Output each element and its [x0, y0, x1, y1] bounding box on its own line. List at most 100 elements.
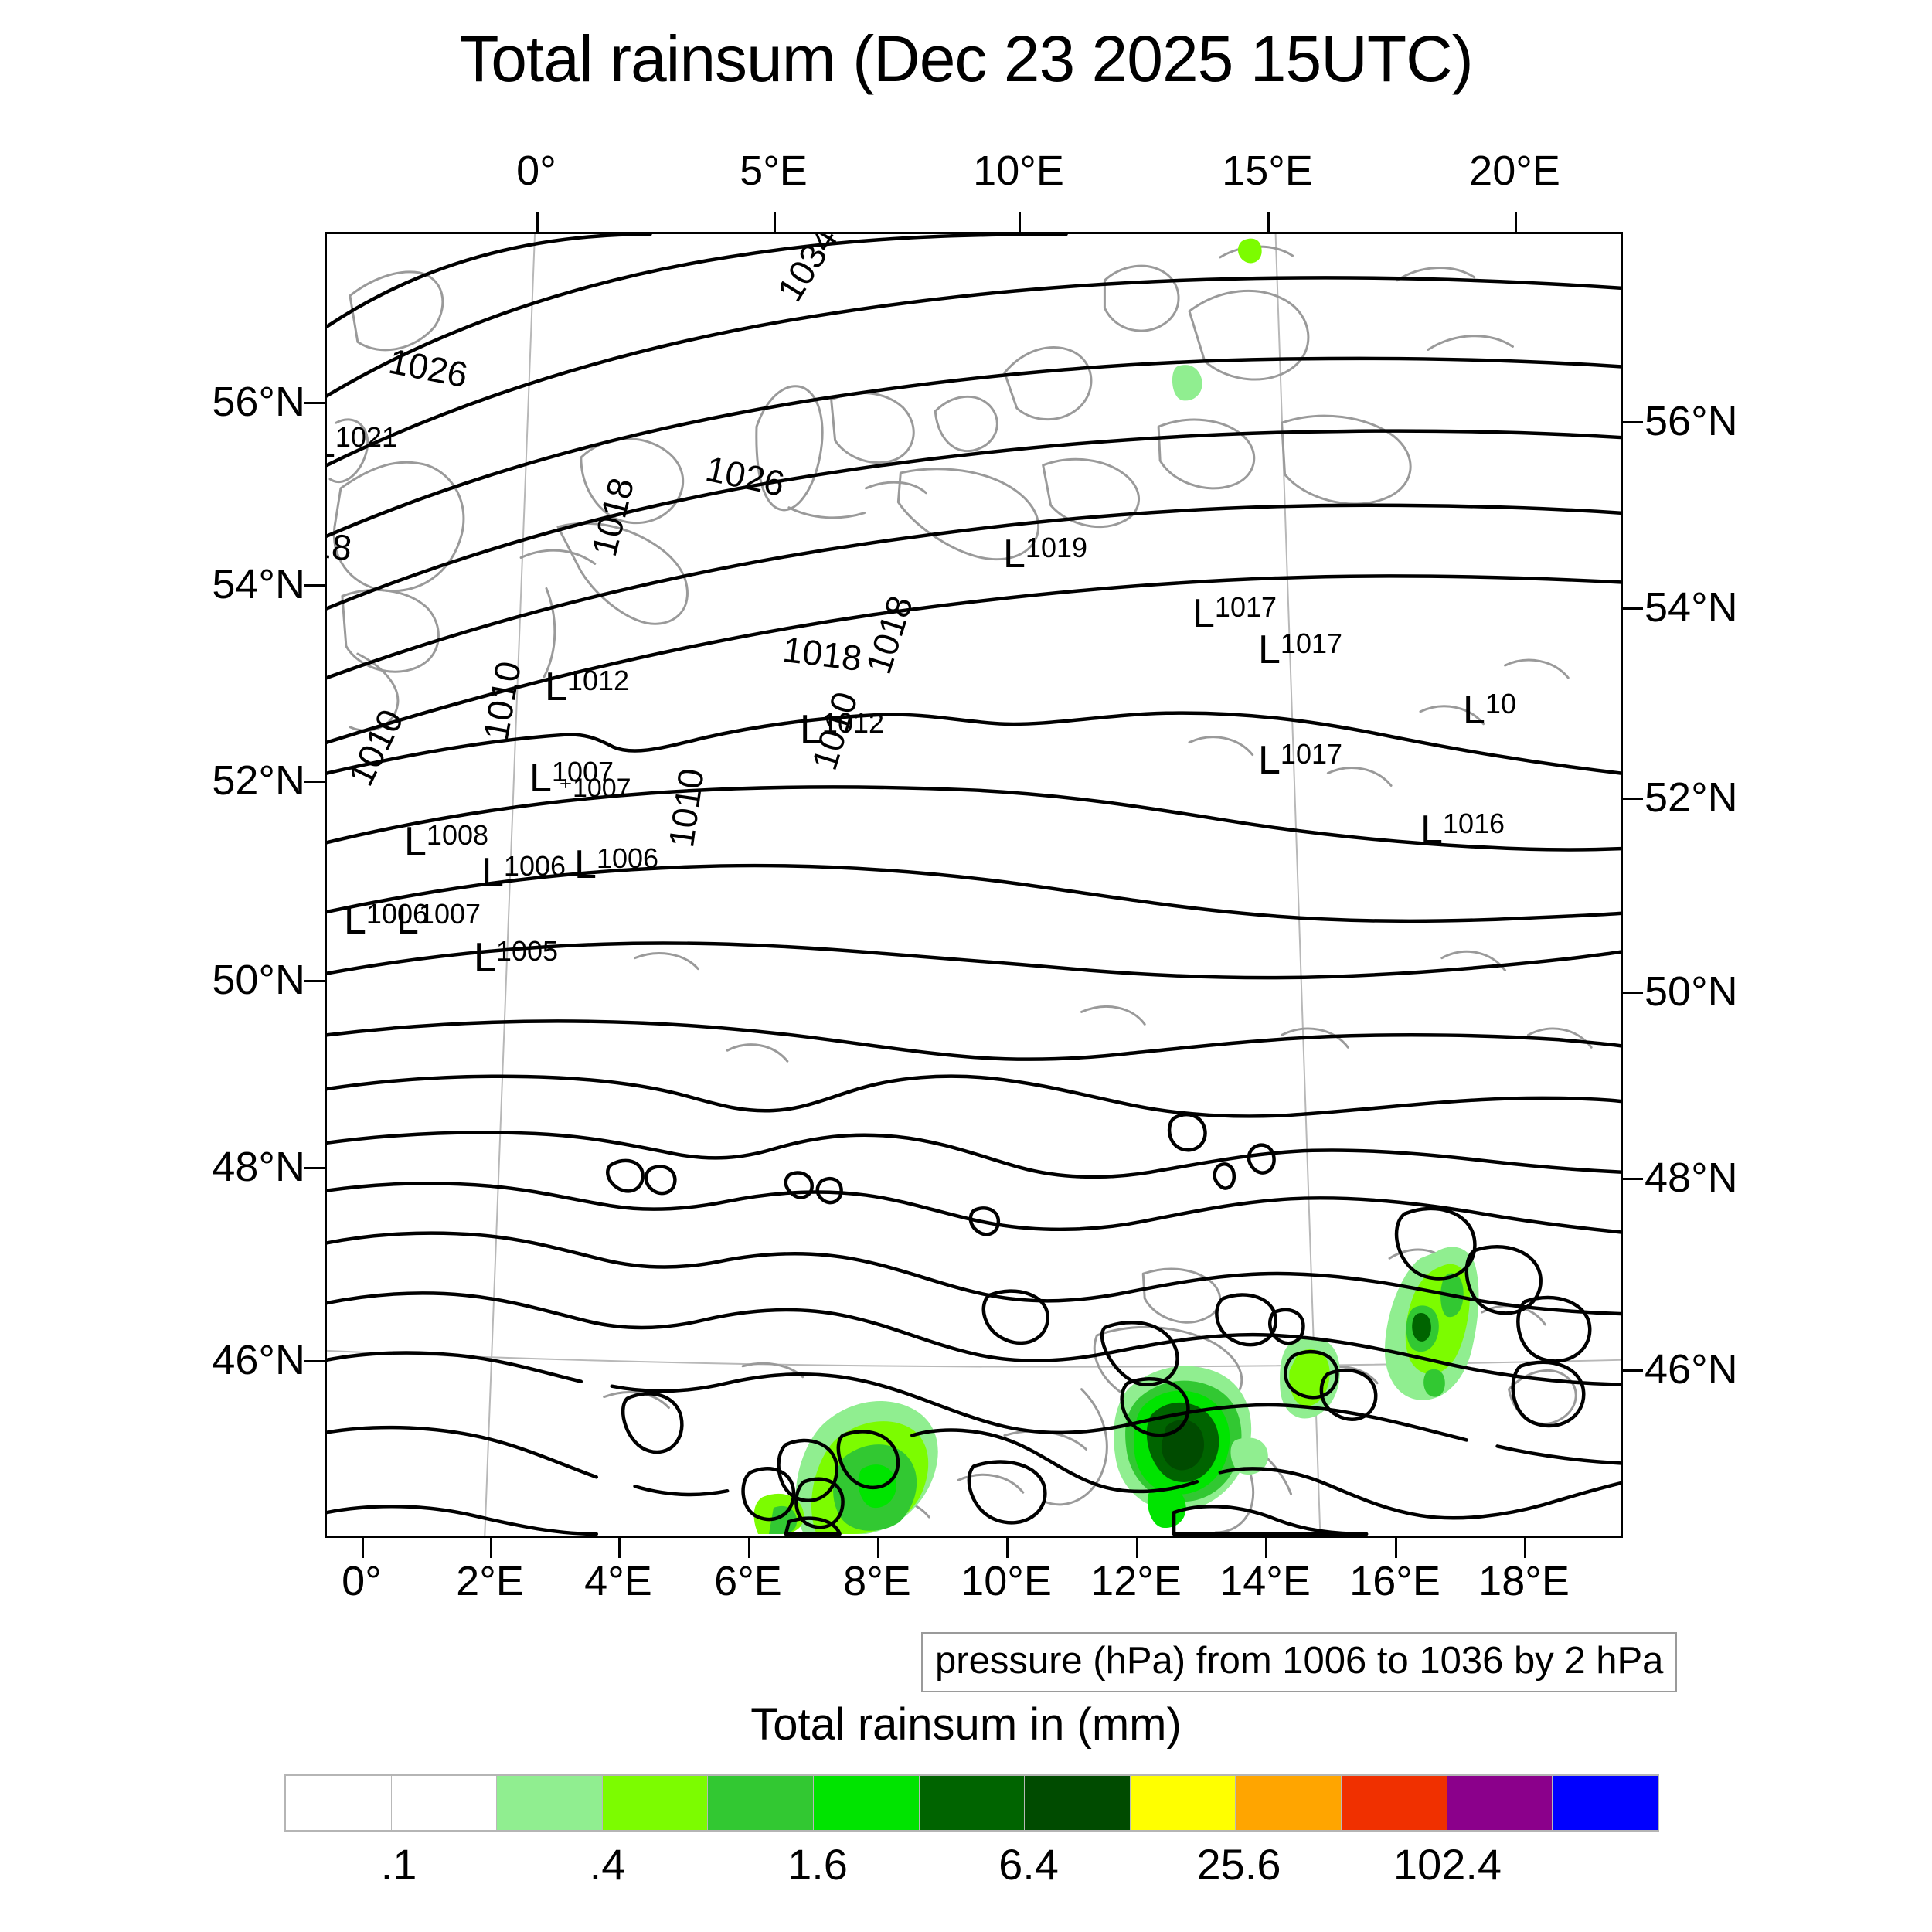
- contour-label-1010-d: 1010: [661, 766, 712, 850]
- tick-mark-bottom: [362, 1538, 364, 1558]
- tick-mark-bottom: [490, 1538, 492, 1558]
- colorbar-tick: 1.6: [787, 1840, 848, 1889]
- pressure-low-1007-b: L1007: [396, 898, 481, 943]
- tick-mark-bottom: [1395, 1538, 1397, 1558]
- tick-mark-right: [1623, 421, 1643, 423]
- colorbar-tick: .1: [380, 1840, 417, 1889]
- pressure-low-1019: L1019: [1003, 532, 1088, 577]
- colorbar-tick: .4: [589, 1840, 626, 1889]
- pressure-low-1012-a: L1012: [545, 665, 630, 709]
- pressure-low-1008: L1008: [404, 819, 489, 864]
- bottom-axis-label: 4°E: [584, 1558, 652, 1604]
- right-axis-label: 54°N: [1645, 584, 1738, 631]
- left-axis-label: 46°N: [212, 1337, 305, 1383]
- tick-mark-right: [1623, 1178, 1643, 1180]
- pressure-low-1017-a: L1017: [1192, 591, 1277, 636]
- tick-mark-left: [304, 1167, 325, 1169]
- bottom-axis-label: 10°E: [961, 1558, 1052, 1604]
- tick-mark-bottom: [1006, 1538, 1009, 1558]
- colorbar-tick: 102.4: [1393, 1840, 1502, 1889]
- colorbar-tick: 25.6: [1196, 1840, 1281, 1889]
- right-axis-label: 50°N: [1645, 968, 1738, 1015]
- pressure-low-1016: L1016: [1420, 808, 1505, 852]
- pressure-low-1006-c: L1006: [344, 898, 429, 943]
- left-axis-label: 54°N: [212, 561, 305, 607]
- colorbar-tick-labels: .1 .4 1.6 6.4 25.6 102.4: [284, 1839, 1659, 1901]
- left-axis-label: 48°N: [212, 1144, 305, 1190]
- top-axis-label: 0°: [516, 148, 556, 194]
- tick-mark-right: [1623, 607, 1643, 610]
- left-axis-label: 52°N: [212, 757, 305, 804]
- colorbar-swatch-6: [918, 1776, 1025, 1830]
- tick-mark-top: [1267, 212, 1270, 232]
- top-axis-label: 20°E: [1469, 148, 1560, 194]
- colorbar-swatch-9: [1235, 1776, 1342, 1830]
- isobar-contours: [327, 234, 1621, 1536]
- pressure-low-1017-b: L1017: [1258, 628, 1343, 672]
- colorbar-swatch-0: [286, 1776, 391, 1830]
- colorbar-tick: 6.4: [998, 1840, 1059, 1889]
- pressure-low-1017-c: L1017: [1258, 738, 1343, 783]
- bottom-axis-label: 18°E: [1478, 1558, 1570, 1604]
- pressure-low-1021: L1021: [327, 421, 398, 464]
- page-title: Total rainsum (Dec 23 2025 15UTC): [459, 22, 1474, 95]
- colorbar-swatch-8: [1129, 1776, 1236, 1830]
- colorbar[interactable]: [284, 1774, 1659, 1832]
- tick-mark-right: [1623, 992, 1643, 994]
- tick-mark-top: [536, 212, 539, 232]
- tick-mark-right: [1623, 1369, 1643, 1372]
- tick-mark-left: [304, 584, 325, 587]
- contour-label-1007: ⁺1007: [559, 774, 631, 803]
- pressure-contour-legend: pressure (hPa) from 1006 to 1036 by 2 hP…: [921, 1632, 1678, 1692]
- contour-label-1018-c: 1018: [781, 628, 865, 679]
- colorbar-swatch-3: [601, 1776, 708, 1830]
- tick-mark-top: [1019, 212, 1021, 232]
- map-plot-area[interactable]: 1034 1026 1026 1018 1018 1018 1018 1010 …: [325, 232, 1623, 1538]
- bottom-axis-label: 14°E: [1219, 1558, 1311, 1604]
- tick-mark-left: [304, 1360, 325, 1362]
- tick-mark-bottom: [877, 1538, 879, 1558]
- right-axis-label: 52°N: [1645, 774, 1738, 821]
- tick-mark-left: [304, 402, 325, 404]
- bottom-axis-label: 0°: [342, 1558, 382, 1604]
- right-axis-label: 56°N: [1645, 398, 1738, 444]
- tick-mark-bottom: [1136, 1538, 1138, 1558]
- tick-mark-bottom: [1265, 1538, 1267, 1558]
- colorbar-swatch-11: [1446, 1776, 1553, 1830]
- tick-mark-bottom: [748, 1538, 750, 1558]
- top-axis-label: 15°E: [1222, 148, 1313, 194]
- tick-mark-top: [1515, 212, 1517, 232]
- right-axis-label: 46°N: [1645, 1346, 1738, 1393]
- top-axis-label: 10°E: [973, 148, 1064, 194]
- left-axis-label: 56°N: [212, 379, 305, 425]
- pressure-low-1006-b: L1006: [574, 842, 659, 887]
- bottom-axis-label: 2°E: [456, 1558, 524, 1604]
- colorbar-title: Total rainsum in (mm): [750, 1699, 1182, 1750]
- colorbar-swatch-7: [1024, 1776, 1130, 1830]
- colorbar-swatch-5: [813, 1776, 919, 1830]
- pressure-low-1007-a: L1007: [529, 756, 614, 801]
- map-svg: [327, 234, 1621, 1536]
- left-axis-label: 50°N: [212, 957, 305, 1003]
- tick-mark-left: [304, 781, 325, 783]
- colorbar-swatch-12: [1552, 1776, 1658, 1830]
- top-axis-label: 5°E: [740, 148, 808, 194]
- pressure-low-1012-b: L1012: [800, 707, 885, 752]
- bottom-axis-label: 12°E: [1090, 1558, 1182, 1604]
- tick-mark-left: [304, 980, 325, 982]
- colorbar-swatch-4: [707, 1776, 814, 1830]
- tick-mark-right: [1623, 798, 1643, 800]
- precipitation-field: [753, 238, 1479, 1535]
- pressure-low-1005: L1005: [474, 935, 559, 980]
- colorbar-swatch-1: [390, 1776, 497, 1830]
- tick-mark-bottom: [1524, 1538, 1526, 1558]
- colorbar-swatch-2: [496, 1776, 602, 1830]
- bottom-axis-label: 8°E: [843, 1558, 911, 1604]
- pressure-low-1006-a: L1006: [481, 850, 566, 895]
- right-axis-label: 48°N: [1645, 1155, 1738, 1201]
- bottom-axis-label: 6°E: [714, 1558, 782, 1604]
- pressure-low-1010-right: L10: [1463, 688, 1516, 733]
- tick-mark-top: [774, 212, 776, 232]
- colorbar-swatch-10: [1341, 1776, 1447, 1830]
- bottom-axis-label: 16°E: [1349, 1558, 1440, 1604]
